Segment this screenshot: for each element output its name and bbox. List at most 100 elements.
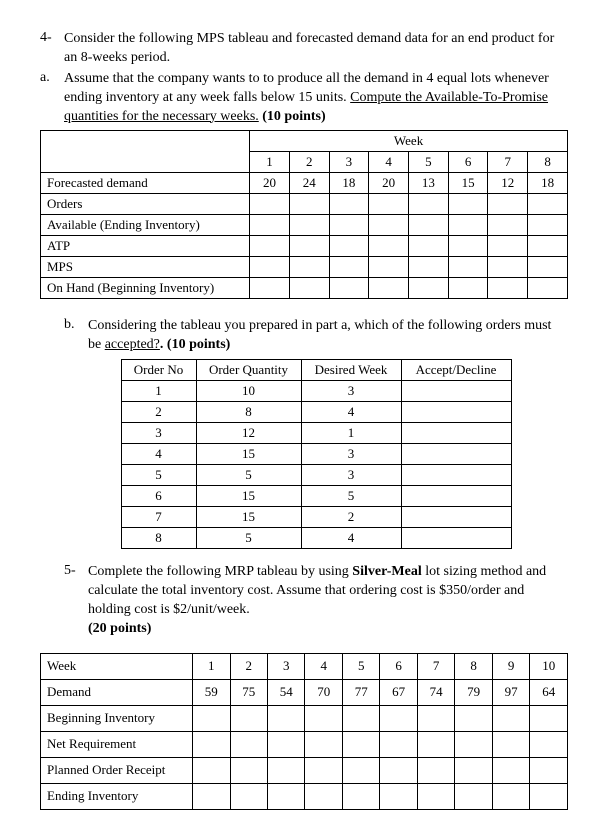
orders-header: Desired Week [301, 360, 401, 381]
mps-cell [250, 278, 290, 299]
mrp-cell [230, 757, 267, 783]
mps-cell [528, 194, 568, 215]
mrp-cell [530, 731, 568, 757]
mps-cell [369, 194, 409, 215]
mps-cell [528, 215, 568, 236]
mps-cell [329, 215, 369, 236]
orders-cell: 3 [301, 381, 401, 402]
orders-cell: 2 [121, 402, 196, 423]
mps-cell: 20 [250, 173, 290, 194]
mps-cell [448, 194, 488, 215]
q4b-text: Considering the tableau you prepared in … [88, 317, 568, 355]
mrp-cell [455, 731, 492, 757]
mps-cell [488, 215, 528, 236]
q4b-points: . (10 points) [160, 337, 230, 352]
mrp-cell [193, 757, 230, 783]
q5-bold: Silver-Meal [352, 564, 421, 579]
mps-cell: 18 [329, 173, 369, 194]
mps-table: Week 1 2 3 4 5 6 7 8 Forecasted demand20… [40, 130, 568, 299]
orders-cell: 3 [301, 444, 401, 465]
q5-text-a: Complete the following MRP tableau by us… [88, 564, 352, 579]
mrp-header-row: Week 1 2 3 4 5 6 7 8 9 10 [41, 653, 568, 679]
orders-cell: 3 [121, 423, 196, 444]
mps-week-col: 4 [369, 152, 409, 173]
mrp-week-col: 6 [380, 653, 417, 679]
mrp-cell [417, 705, 454, 731]
mps-week-col: 7 [488, 152, 528, 173]
q5-prompt: 5- Complete the following MRP tableau by… [64, 563, 568, 639]
mrp-cell [455, 705, 492, 731]
orders-header: Order Quantity [196, 360, 301, 381]
table-row: Demand59755470776774799764 [41, 679, 568, 705]
mrp-week-label: Week [41, 653, 193, 679]
mrp-cell: 75 [230, 679, 267, 705]
table-row: 4153 [121, 444, 511, 465]
mps-blank-header [41, 131, 250, 173]
orders-cell: 2 [301, 507, 401, 528]
mps-cell: 24 [289, 173, 329, 194]
mrp-week-col: 3 [267, 653, 304, 679]
mrp-week-col: 10 [530, 653, 568, 679]
table-row: Planned Order Receipt [41, 757, 568, 783]
orders-cell: 5 [301, 486, 401, 507]
mrp-cell [417, 783, 454, 809]
mps-cell [488, 194, 528, 215]
q4a-number: a. [40, 70, 64, 86]
orders-cell: 8 [121, 528, 196, 549]
mps-cell: 18 [528, 173, 568, 194]
mrp-cell [230, 705, 267, 731]
mrp-cell [267, 705, 304, 731]
table-row: ATP [41, 236, 568, 257]
question-5: 5- Complete the following MRP tableau by… [64, 563, 568, 639]
mrp-cell [380, 757, 417, 783]
mrp-cell: 79 [455, 679, 492, 705]
table-row: Forecasted demand2024182013151218 [41, 173, 568, 194]
table-row: Net Requirement [41, 731, 568, 757]
mps-cell [289, 236, 329, 257]
mps-week-col: 8 [528, 152, 568, 173]
mps-cell [488, 257, 528, 278]
mrp-cell [342, 731, 379, 757]
q4a-points: (10 points) [259, 109, 326, 124]
mps-cell: 15 [448, 173, 488, 194]
mrp-row-label: Beginning Inventory [41, 705, 193, 731]
mrp-cell: 74 [417, 679, 454, 705]
mrp-cell: 54 [267, 679, 304, 705]
mrp-cell [305, 731, 342, 757]
orders-cell: 6 [121, 486, 196, 507]
mrp-cell [230, 783, 267, 809]
mrp-cell [492, 757, 529, 783]
mps-cell [409, 257, 449, 278]
mrp-cell [530, 705, 568, 731]
mrp-cell: 67 [380, 679, 417, 705]
mrp-cell [305, 705, 342, 731]
mps-cell [369, 215, 409, 236]
mps-row-label: Forecasted demand [41, 173, 250, 194]
mps-row-label: On Hand (Beginning Inventory) [41, 278, 250, 299]
table-row: 553 [121, 465, 511, 486]
mrp-cell [342, 705, 379, 731]
orders-cell: 15 [196, 486, 301, 507]
mps-week-col: 2 [289, 152, 329, 173]
orders-header: Order No [121, 360, 196, 381]
mps-row-label: MPS [41, 257, 250, 278]
mrp-cell [305, 757, 342, 783]
orders-cell [401, 423, 511, 444]
table-row: On Hand (Beginning Inventory) [41, 278, 568, 299]
mps-week-col: 6 [448, 152, 488, 173]
mrp-cell [380, 731, 417, 757]
mrp-row-label: Demand [41, 679, 193, 705]
table-row: 6155 [121, 486, 511, 507]
mps-cell [329, 278, 369, 299]
mps-cell [250, 257, 290, 278]
mrp-cell [530, 783, 568, 809]
table-row: MPS [41, 257, 568, 278]
mrp-week-col: 1 [193, 653, 230, 679]
mrp-cell [380, 705, 417, 731]
orders-cell [401, 486, 511, 507]
orders-cell [401, 381, 511, 402]
table-row: Orders [41, 194, 568, 215]
q4-prompt: 4- Consider the following MPS tableau an… [40, 30, 568, 68]
q4-number: 4- [40, 30, 64, 46]
mrp-week-col: 9 [492, 653, 529, 679]
